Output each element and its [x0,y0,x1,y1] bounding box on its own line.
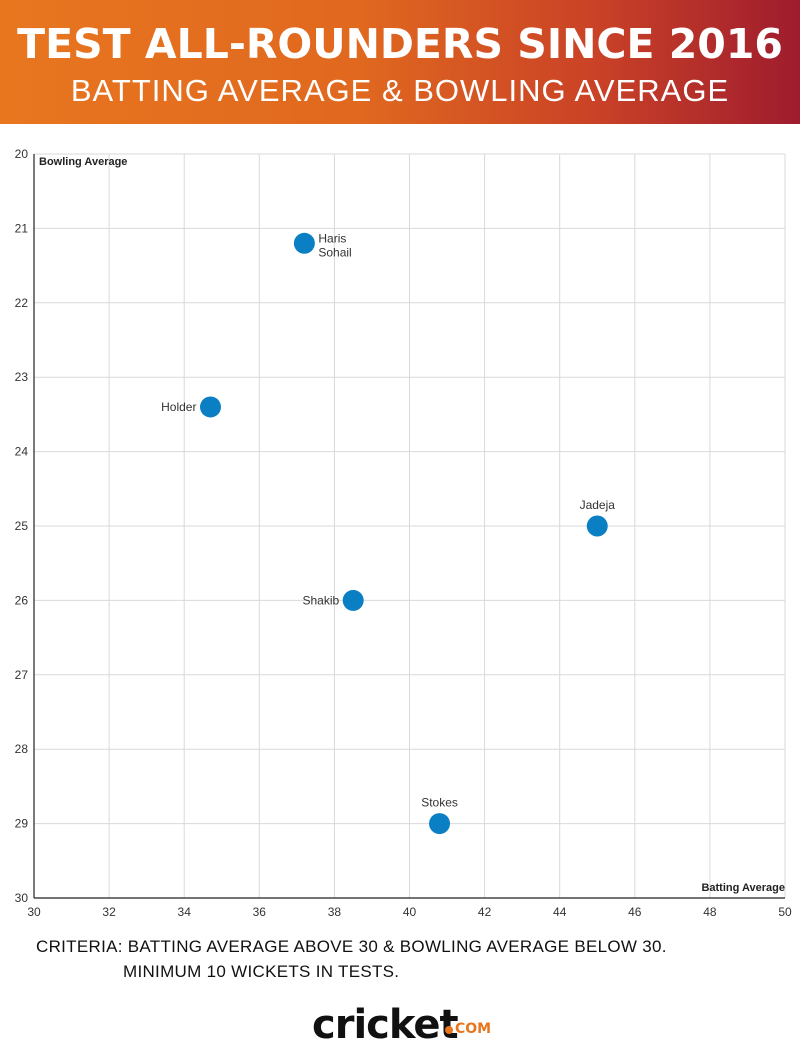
y-tick-label: 30 [15,891,29,905]
x-tick-label: 34 [178,905,192,919]
y-tick-label: 28 [15,742,29,756]
y-tick-label: 23 [15,370,29,384]
data-point [199,396,221,418]
logo-suffix: COM [455,1021,492,1037]
x-tick-label: 46 [628,905,642,919]
logo-dot-icon [445,1026,453,1034]
cricket-com-logo: cricket COM [312,1002,492,1060]
x-tick-label: 50 [778,905,792,919]
y-tick-label: 25 [15,519,29,533]
y-tick-label: 21 [15,221,29,235]
y-tick-label: 29 [15,817,29,831]
y-tick-label: 26 [15,593,29,607]
x-tick-label: 32 [102,905,116,919]
x-tick-label: 40 [403,905,417,919]
data-point [429,813,451,835]
chart-title: TEST ALL-ROUNDERS SINCE 2016 [17,20,783,68]
data-point-label: Stokes [421,796,458,810]
y-tick-label: 22 [15,296,29,310]
y-tick-label: 24 [15,445,29,459]
data-point [586,515,608,537]
data-point-label: Jadeja [580,498,616,512]
x-axis-title: Batting Average [701,882,785,894]
data-point [342,589,364,611]
x-tick-label: 30 [27,905,41,919]
x-tick-label: 42 [478,905,492,919]
y-axis-title: Bowling Average [39,156,127,168]
y-tick-label: 27 [15,668,29,682]
criteria-line-1: CRITERIA: BATTING AVERAGE ABOVE 30 & BOW… [36,937,667,956]
header-banner: TEST ALL-ROUNDERS SINCE 2016 BATTING AVE… [0,0,800,124]
x-tick-label: 38 [328,905,342,919]
logo-wordmark: cricket [312,1002,459,1048]
data-point [293,232,315,254]
criteria-line-2: MINIMUM 10 WICKETS IN TESTS. [123,962,400,981]
data-point-label: Haris Sohail [318,231,351,259]
x-tick-label: 36 [253,905,267,919]
chart-subtitle: BATTING AVERAGE & BOWLING AVERAGE [70,73,730,108]
x-tick-label: 48 [703,905,717,919]
scatter-chart: 30 32 34 36 38 40 42 44 46 48 50 20 21 22 23 24 25 26 27 28… [15,147,792,919]
x-tick-label: 44 [553,905,567,919]
y-tick-label: 20 [15,147,29,161]
data-point-label: Holder [161,400,196,414]
data-point-label: Shakib [302,593,339,607]
